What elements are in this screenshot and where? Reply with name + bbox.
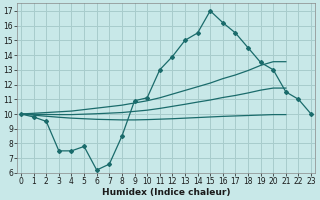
X-axis label: Humidex (Indice chaleur): Humidex (Indice chaleur) — [102, 188, 230, 197]
